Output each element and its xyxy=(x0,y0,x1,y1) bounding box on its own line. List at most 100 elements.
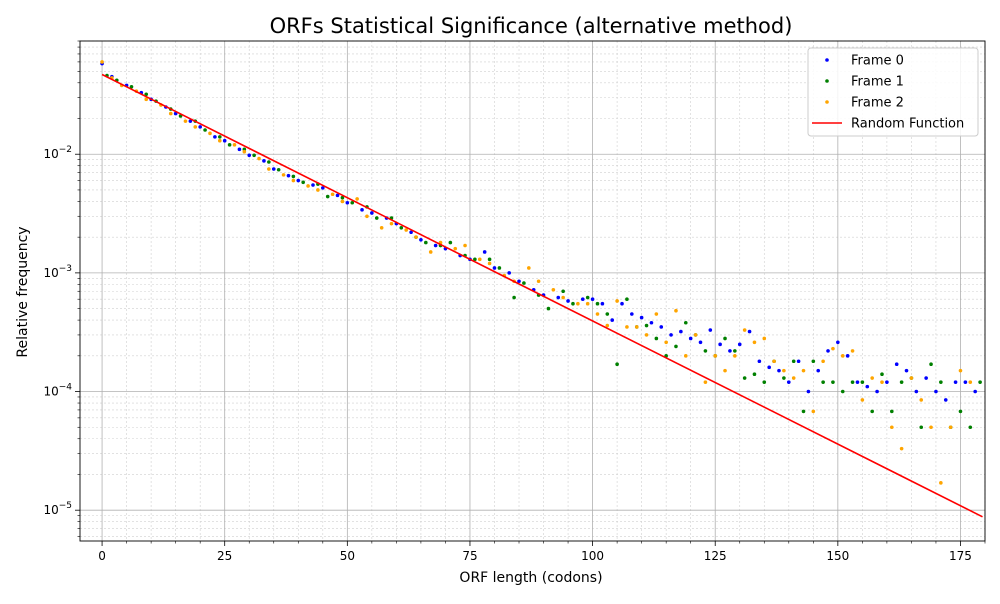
frame-2-point xyxy=(193,125,198,129)
frame-0-point xyxy=(321,186,325,190)
frame-1-point xyxy=(703,349,708,353)
frame-0-point xyxy=(296,178,301,183)
frame-1-point xyxy=(605,312,610,316)
frame-2-point xyxy=(267,167,271,171)
x-tick-label: 150 xyxy=(826,549,849,563)
legend-box xyxy=(807,47,979,137)
frame-0-point xyxy=(370,211,374,215)
frame-0-point xyxy=(482,250,487,254)
frame-0-point xyxy=(507,271,512,275)
frame-0-point xyxy=(855,380,860,384)
frame-2-point xyxy=(831,346,835,351)
random-function-line xyxy=(101,73,983,518)
frame-2-point xyxy=(693,333,698,337)
frame-2-point xyxy=(585,301,590,306)
frame-2-point xyxy=(664,340,668,345)
frame-0-point xyxy=(610,318,615,322)
frame-1-point xyxy=(782,376,786,380)
frame-2-point xyxy=(355,197,359,201)
frame-2-point xyxy=(257,156,261,161)
frame-0-point xyxy=(943,398,948,402)
frame-1-point xyxy=(512,295,516,300)
frame-1-point xyxy=(615,362,619,366)
frame-2-point xyxy=(100,60,104,64)
chart-title: ORFs Statistical Significance (alternati… xyxy=(270,14,793,38)
frame-0-point xyxy=(188,119,193,123)
frame-0-point xyxy=(816,368,821,373)
frame-0-point xyxy=(747,329,752,334)
frame-0-point xyxy=(659,325,664,329)
frame-1-point xyxy=(585,295,590,300)
frame-1-point xyxy=(448,240,453,245)
legend-label-frame-1: Frame 1 xyxy=(851,75,904,90)
frame-1-point xyxy=(958,409,963,414)
x-axis-label: ORF length (codons) xyxy=(459,570,602,586)
x-tick-label: 0 xyxy=(98,549,106,563)
frame-2-point xyxy=(840,354,845,358)
x-tick-label: 25 xyxy=(217,549,232,563)
frame-1-point xyxy=(742,376,747,380)
frame-0-point xyxy=(836,340,840,345)
frame-2-point xyxy=(703,380,708,384)
frame-1-point xyxy=(291,174,296,179)
frame-2-point xyxy=(615,299,619,303)
y-tick-label: 10−3 xyxy=(43,264,72,280)
axes-frame xyxy=(79,40,986,542)
frame-2-point xyxy=(414,235,418,239)
frame-2-point xyxy=(576,301,580,306)
frame-1-point xyxy=(752,372,757,376)
frame-2-point xyxy=(561,295,565,300)
frame-0-point xyxy=(875,389,879,394)
frame-0-point xyxy=(777,368,781,373)
frame-1-point xyxy=(733,349,737,353)
frame-1-point xyxy=(203,128,207,132)
frame-2-point xyxy=(232,143,237,147)
frame-1-point xyxy=(424,240,428,245)
frame-0-point xyxy=(786,380,791,384)
frame-0-point xyxy=(826,349,830,353)
frame-0-point xyxy=(737,342,742,347)
frame-1-point xyxy=(880,372,884,376)
frame-1-point xyxy=(929,362,933,366)
legend-label-frame-2: Frame 2 xyxy=(851,96,904,111)
frame-0-point xyxy=(590,297,595,302)
frame-2-point xyxy=(850,349,855,353)
frame-2-point xyxy=(463,243,467,248)
frame-2-point xyxy=(605,323,610,328)
frame-2-point xyxy=(281,173,286,177)
frame-1-point xyxy=(561,289,565,294)
frame-0-point xyxy=(286,173,291,178)
y-tick-label: 10−5 xyxy=(43,501,72,517)
frame-2-point xyxy=(595,312,600,316)
frame-2-point xyxy=(742,328,747,332)
frame-2-point xyxy=(453,246,458,251)
frame-2-point xyxy=(860,398,865,402)
frame-1-point xyxy=(473,257,477,262)
frame-0-point xyxy=(639,315,644,320)
frame-2-point xyxy=(762,336,767,341)
frame-2-point xyxy=(683,354,688,358)
y-axis-label: Relative frequency xyxy=(15,226,31,357)
frame-1-point xyxy=(919,425,924,430)
frame-2-point xyxy=(644,333,649,337)
frame-1-point xyxy=(625,297,629,302)
frame-1-point xyxy=(644,323,649,328)
frame-1-point xyxy=(801,409,806,414)
legend-marker-frame-0 xyxy=(825,58,829,62)
frame-2-point xyxy=(752,340,757,345)
frame-1-point xyxy=(723,336,727,341)
frame-2-point xyxy=(890,425,894,430)
frame-2-point xyxy=(389,221,394,226)
frame-1-point xyxy=(325,194,330,199)
frame-0-point xyxy=(247,153,252,158)
legend-marker-frame-2 xyxy=(825,100,829,104)
frame-2-point xyxy=(365,214,369,219)
frame-1-point xyxy=(850,380,855,384)
frame-0-point xyxy=(620,301,624,306)
frame-1-point xyxy=(811,359,816,364)
frame-0-point xyxy=(433,243,438,248)
frame-2-point xyxy=(772,359,776,364)
frame-2-point xyxy=(919,398,924,402)
frame-1-point xyxy=(595,301,600,306)
